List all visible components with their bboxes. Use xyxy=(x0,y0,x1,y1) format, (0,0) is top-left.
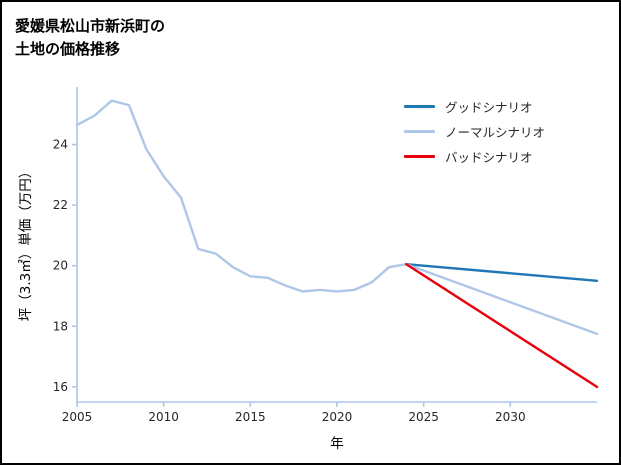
series-line-ノーマルシナリオ xyxy=(405,263,599,336)
y-tick-label: 24 xyxy=(53,138,68,152)
chart-title-line1: 愛媛県松山市新浜町の xyxy=(15,17,166,35)
x-tick-label: 2030 xyxy=(495,410,526,424)
legend-item-good-scenario: グッドシナリオ xyxy=(404,94,545,119)
bad-scenario-line-swatch xyxy=(404,155,435,158)
x-tick-label: 2020 xyxy=(322,410,353,424)
x-tick-label: 2005 xyxy=(62,410,93,424)
series-line-グッドシナリオ xyxy=(405,263,599,282)
legend-label-bad-scenario: バッドシナリオ xyxy=(445,150,533,165)
x-axis-label: 年 xyxy=(330,436,344,452)
x-tick-label: 2025 xyxy=(408,410,439,424)
legend-label-good-scenario: グッドシナリオ xyxy=(445,100,533,115)
y-tick-label: 20 xyxy=(53,259,68,273)
x-tick-label: 2010 xyxy=(148,410,179,424)
series-line-historical xyxy=(75,99,408,293)
good-scenario-line-swatch xyxy=(404,105,435,108)
y-axis-label: 坪（3.3㎡）単価（万円） xyxy=(18,164,34,322)
legend-item-normal-scenario: ノーマルシナリオ xyxy=(404,119,545,144)
legend-label-normal-scenario: ノーマルシナリオ xyxy=(445,125,546,140)
y-tick-label: 16 xyxy=(53,380,68,394)
series-line-バッドシナリオ xyxy=(405,263,599,389)
y-tick-label: 18 xyxy=(53,319,68,333)
x-tick-label: 2015 xyxy=(235,410,266,424)
chart-legend: グッドシナリオ ノーマルシナリオ バッドシナリオ xyxy=(404,94,545,169)
normal-scenario-line-swatch xyxy=(404,130,435,133)
legend-item-bad-scenario: バッドシナリオ xyxy=(404,144,545,169)
chart-title-line2: 土地の価格推移 xyxy=(15,40,121,59)
y-tick-label: 22 xyxy=(53,198,68,212)
chart-title: 愛媛県松山市新浜町の 土地の価格推移 xyxy=(15,15,165,62)
